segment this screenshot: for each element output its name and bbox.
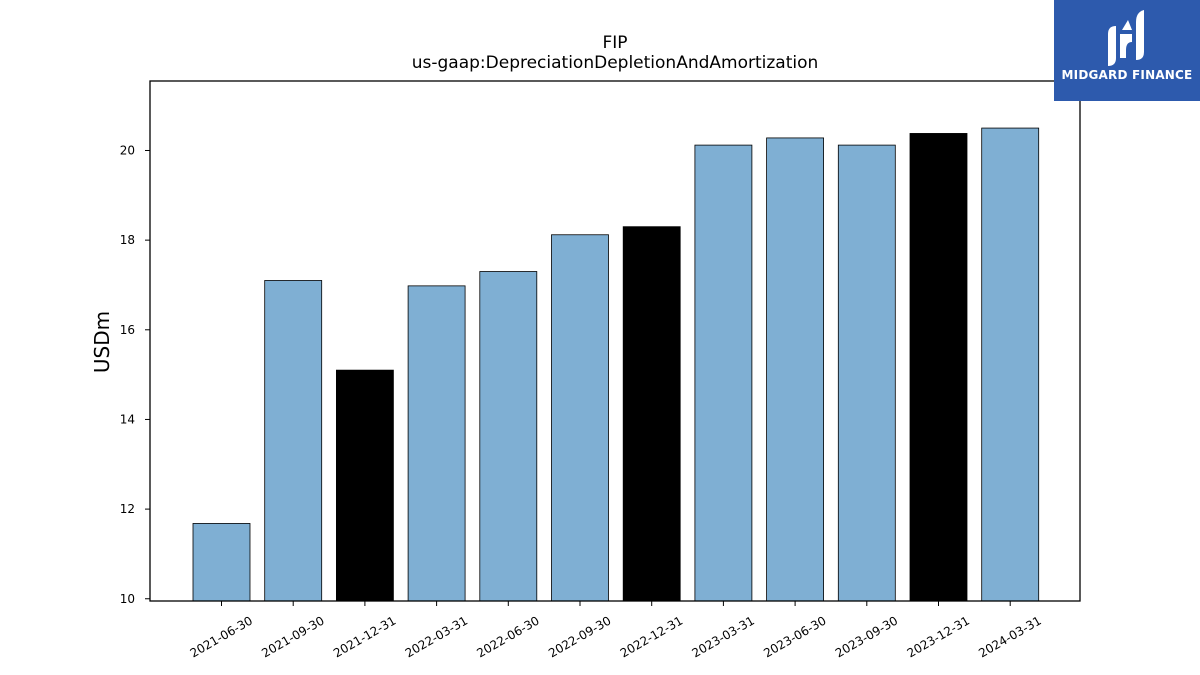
bars-group	[192, 127, 1040, 602]
bar-2023-09-30	[837, 144, 896, 602]
y-tick-label: 10	[120, 592, 135, 606]
bar-2021-09-30	[264, 280, 323, 602]
x-tick-label: 2023-12-31	[905, 613, 972, 660]
x-tick-label: 2021-09-30	[259, 613, 326, 660]
x-tick-label: 2021-12-31	[331, 613, 398, 660]
y-tick-label: 16	[120, 323, 135, 337]
x-tick-label: 2022-09-30	[546, 613, 613, 660]
bar-2022-06-30	[479, 271, 538, 602]
bar-2022-09-30	[551, 234, 609, 602]
x-axis-ticks: 2021-06-30 2021-09-30 2021-12-31 2022-03-31…	[188, 601, 1044, 660]
chart-title: FIP	[602, 33, 627, 53]
y-tick-label: 14	[120, 412, 135, 426]
y-tick-label: 12	[120, 502, 135, 516]
midgard-finance-logo: MIDGARD FINANCE	[1054, 0, 1200, 101]
x-tick-label: 2023-09-30	[833, 613, 900, 660]
logo-text: MIDGARD FINANCE	[1061, 68, 1193, 82]
x-tick-label: 2022-03-31	[403, 613, 470, 660]
y-tick-label: 20	[120, 143, 135, 157]
chart-subtitle: us-gaap:DepreciationDepletionAndAmortiza…	[412, 53, 819, 73]
bar-2022-12-31	[622, 226, 681, 602]
x-tick-label: 2023-06-30	[761, 613, 828, 660]
midgard-logo-icon	[1108, 10, 1144, 66]
plot-frame	[149, 80, 1081, 602]
bar-2023-12-31	[909, 133, 968, 602]
x-tick-label: 2022-06-30	[474, 613, 541, 660]
bar-2022-03-31	[407, 285, 466, 602]
x-tick-label: 2024-03-31	[976, 613, 1043, 660]
bar-2023-03-31	[694, 144, 753, 602]
x-tick-label: 2021-06-30	[188, 613, 255, 660]
bar-2023-06-30	[766, 137, 824, 602]
bar-2021-06-30	[192, 523, 251, 602]
bar-2021-12-31	[335, 369, 394, 602]
x-tick-label: 2023-03-31	[689, 613, 756, 660]
y-axis-ticks: 10 12 14 16 18 20	[120, 143, 150, 606]
y-axis-label: USDm	[90, 311, 114, 373]
x-tick-label: 2022-12-31	[618, 613, 685, 660]
bar-2024-03-31	[981, 127, 1040, 602]
y-tick-label: 18	[120, 233, 135, 247]
